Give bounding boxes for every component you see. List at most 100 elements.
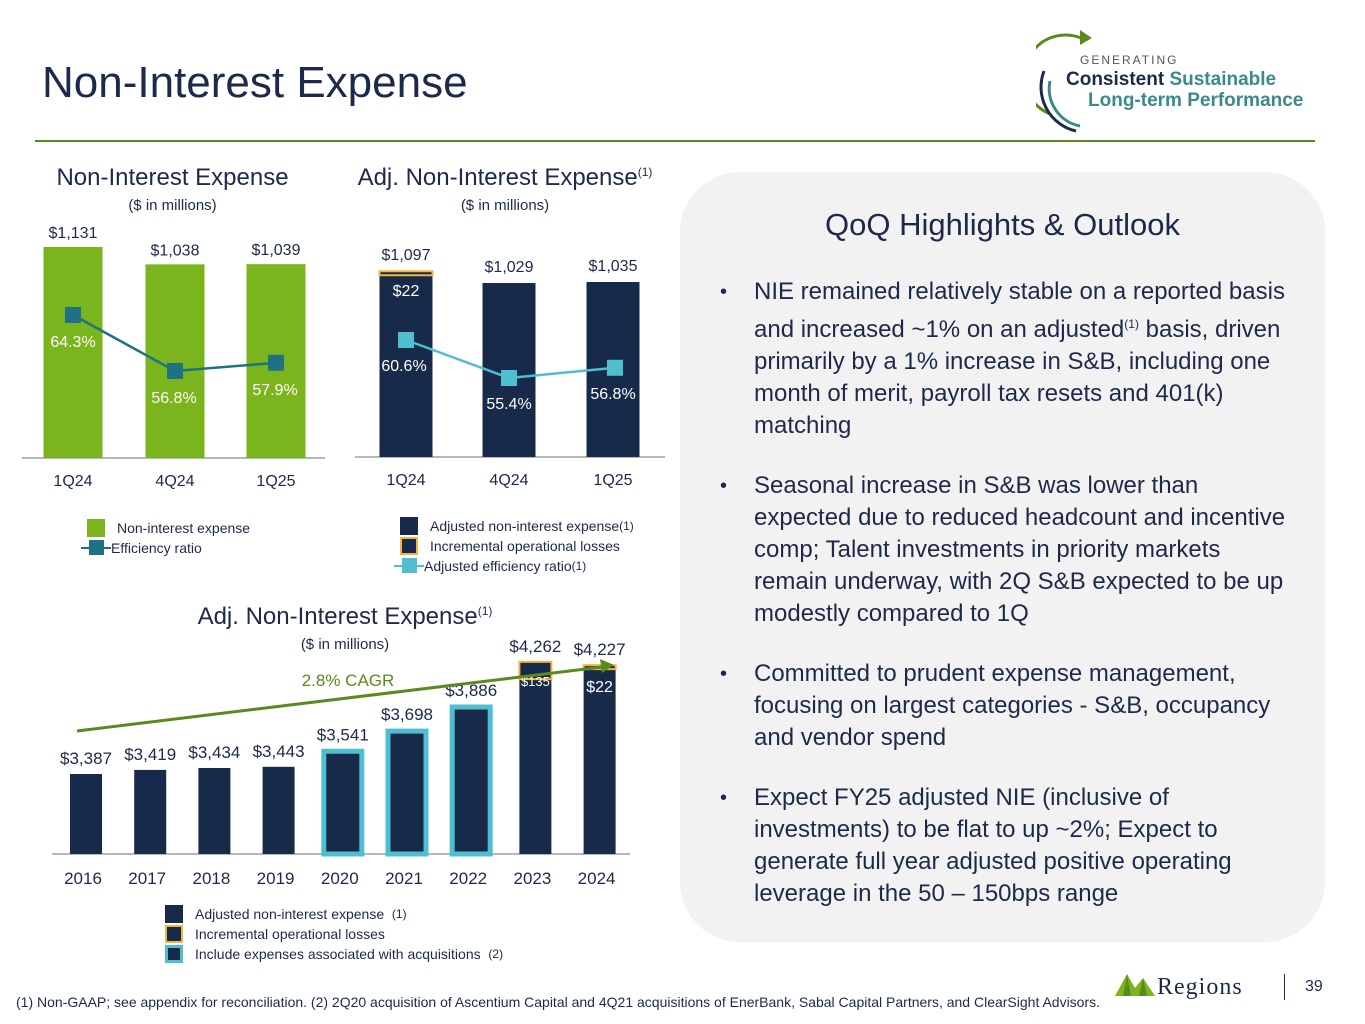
footnote: (1) Non-GAAP; see appendix for reconcili…	[16, 994, 1101, 1010]
highlights-list: NIE remained relatively stable on a repo…	[720, 276, 1300, 938]
legend-swatch	[400, 537, 418, 555]
chart3-legend: Adjusted non-interest expense (1) Increm…	[165, 904, 503, 964]
chart2-category-label: 1Q24	[386, 472, 425, 489]
chart3-bar-label: $3,387	[60, 749, 112, 768]
chart1-efficiency-label: 64.3%	[50, 334, 95, 351]
highlight-bullet: Seasonal increase in S&B was lower than …	[720, 470, 1300, 630]
highlights-title: QoQ Highlights & Outlook	[825, 207, 1180, 242]
chart2-legend: Adjusted non-interest expense (1) Increme…	[394, 516, 634, 576]
chart2-efficiency-marker	[398, 332, 414, 348]
legend-swatch	[400, 517, 418, 535]
legend-item-op-losses: Incremental operational losses	[400, 536, 634, 556]
highlight-bullet: Committed to prudent expense management,…	[720, 658, 1300, 754]
chart3-bar	[198, 767, 231, 854]
page-number: 39	[1305, 978, 1323, 995]
chart3-bar	[262, 766, 295, 854]
chart3-bar-label: $4,227	[574, 640, 626, 659]
chart3-category-label: 2024	[578, 869, 616, 888]
legend-item-nie: Non-interest expense	[87, 518, 250, 538]
chart3-bar-label: $3,698	[381, 705, 433, 724]
chart1-bar-label: $1,039	[252, 242, 301, 259]
regions-wordmark: Regions	[1157, 974, 1243, 1000]
chart3-bar-label: $3,541	[317, 725, 369, 744]
chart2-efficiency-marker	[607, 359, 623, 376]
chart1-category-label: 1Q24	[53, 473, 92, 490]
chart1-bar	[43, 247, 103, 458]
chart3-cagr-arrow	[76, 665, 603, 733]
chart3-bar-acquisition	[449, 704, 493, 857]
chart3-category-label: 2017	[128, 869, 166, 888]
chart2-subtitle: ($ in millions)	[460, 197, 550, 214]
chart1-bar-label: $1,131	[49, 225, 98, 242]
chart1-efficiency-marker	[65, 307, 81, 323]
chart2-bar-label: $1,035	[589, 258, 638, 275]
chart3-category-label: 2023	[513, 869, 551, 888]
legend-item-op-losses-annual: Incremental operational losses	[165, 924, 503, 944]
chart3-bar-label: $4,262	[509, 637, 561, 656]
legend-item-adj-nie: Adjusted non-interest expense (1)	[400, 516, 634, 536]
legend-item-adj-efficiency: Adjusted efficiency ratio (1)	[394, 556, 634, 576]
chart3-bar-label: $3,419	[124, 745, 176, 764]
legend-line-marker	[394, 558, 424, 573]
chart1-bar-label: $1,038	[151, 242, 200, 259]
legend-item-efficiency: Efficiency ratio	[81, 538, 250, 558]
chart1-efficiency-marker	[268, 354, 284, 371]
chart1-efficiency-label: 56.8%	[151, 390, 196, 407]
chart3-bar-acquisition	[385, 728, 429, 857]
chart1-subtitle: ($ in millions)	[128, 197, 217, 214]
page-divider	[1284, 974, 1285, 1000]
brand-swoosh-icon	[1036, 30, 1092, 133]
chart2-ops-loss-label: $22	[393, 283, 420, 300]
title-divider	[35, 140, 1315, 142]
chart2-efficiency-label: 56.8%	[590, 386, 635, 403]
chart3-bar	[70, 774, 102, 854]
legend-item-acquisitions: Include expenses associated with acquisi…	[165, 944, 503, 964]
brand-tagline-1: Consistent Sustainable	[1066, 69, 1277, 90]
legend-line-marker	[81, 540, 111, 555]
chart2-efficiency-label: 60.6%	[381, 358, 426, 375]
chart2-efficiency-marker	[501, 370, 517, 386]
brand-tagline-2: Long-term Performance	[1088, 90, 1304, 111]
chart3-ops-loss-label: $135	[521, 674, 550, 689]
chart3-category-label: 2020	[321, 869, 359, 888]
regions-logo-icon	[1115, 974, 1155, 996]
charts-canvas: $1,131 1Q24 $1,038 4Q24 $1,039 1Q25 64.3% 56.8%…	[22, 225, 665, 888]
chart1-category-label: 1Q25	[256, 473, 295, 490]
chart2-bar	[379, 275, 433, 457]
legend-item-adj-nie-annual: Adjusted non-interest expense (1)	[165, 904, 503, 924]
chart3-category-label: 2022	[449, 869, 487, 888]
chart3-category-label: 2019	[257, 869, 295, 888]
chart2-efficiency-label: 55.4%	[486, 396, 531, 413]
chart2-ops-loss-segment	[378, 270, 434, 277]
chart3-ops-loss-label: $22	[586, 679, 613, 696]
highlight-bullet: NIE remained relatively stable on a repo…	[720, 276, 1300, 442]
legend-swatch	[165, 905, 183, 923]
legend-swatch	[165, 925, 183, 943]
page-title: Non-Interest Expense	[42, 58, 468, 107]
chart3-bar-acquisition	[321, 748, 365, 857]
chart1-bar	[145, 264, 205, 458]
chart3-bar	[134, 769, 167, 854]
chart1-legend: Non-interest expense Efficiency ratio	[81, 518, 250, 558]
chart1-title: Non-Interest Expense	[56, 164, 289, 191]
chart1-category-label: 4Q24	[155, 473, 194, 490]
chart2-title: Adj. Non-Interest Expense(1)	[357, 164, 653, 191]
chart3-cagr-arrowhead	[600, 659, 614, 673]
chart3-bar-label: $3,443	[253, 742, 305, 761]
chart3-category-label: 2021	[385, 869, 423, 888]
chart3-category-label: 2016	[64, 869, 102, 888]
highlight-bullet: Expect FY25 adjusted NIE (inclusive of i…	[720, 782, 1300, 910]
chart1-efficiency-marker	[167, 363, 183, 379]
chart2-bar-label: $1,097	[382, 247, 431, 264]
legend-swatch	[87, 519, 105, 537]
chart3-title: Adj. Non-Interest Expense(1)	[197, 603, 493, 630]
chart3-bar-label: $3,434	[188, 743, 240, 762]
chart1-efficiency-label: 57.9%	[252, 382, 297, 399]
legend-swatch	[165, 945, 183, 963]
chart3-cagr-label: 2.8% CAGR	[302, 671, 395, 690]
chart3-subtitle: ($ in millions)	[300, 636, 390, 653]
chart3-bar	[583, 669, 616, 854]
chart2-bar-label: $1,029	[485, 259, 534, 276]
chart2-category-label: 1Q25	[593, 472, 632, 489]
chart2-category-label: 4Q24	[489, 472, 528, 489]
